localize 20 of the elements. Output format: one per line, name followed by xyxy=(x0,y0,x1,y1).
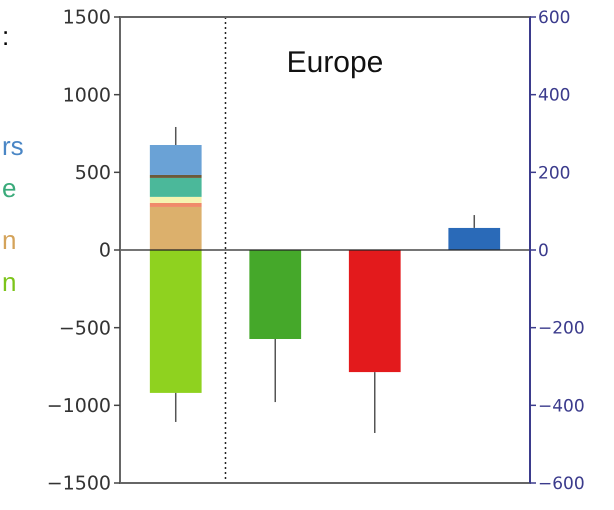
y-tick-label: 1000 xyxy=(62,84,111,106)
text: n xyxy=(2,225,16,255)
y2-tick-label: 0 xyxy=(538,240,549,261)
y-tick-label: 0 xyxy=(98,240,111,262)
annotation: Europe xyxy=(286,46,384,79)
y2-tick-label: 400 xyxy=(538,86,570,106)
text: : xyxy=(2,21,10,51)
y-tick-label: 500 xyxy=(74,162,111,184)
y2-tick-label: 200 xyxy=(538,163,570,184)
y2-tick-label: −200 xyxy=(538,318,585,339)
y-tick-label: −1000 xyxy=(46,394,111,417)
y2-tick-label: −400 xyxy=(538,396,585,416)
y-tick-label: −500 xyxy=(58,317,111,340)
y-tick-label: 1500 xyxy=(62,6,111,29)
y-tick-label: −1500 xyxy=(46,472,111,495)
text: e xyxy=(2,173,16,203)
text: n xyxy=(2,267,16,297)
y2-tick-label: −600 xyxy=(538,474,585,494)
text: rs xyxy=(2,131,24,161)
y2-tick-label: 600 xyxy=(538,8,570,28)
